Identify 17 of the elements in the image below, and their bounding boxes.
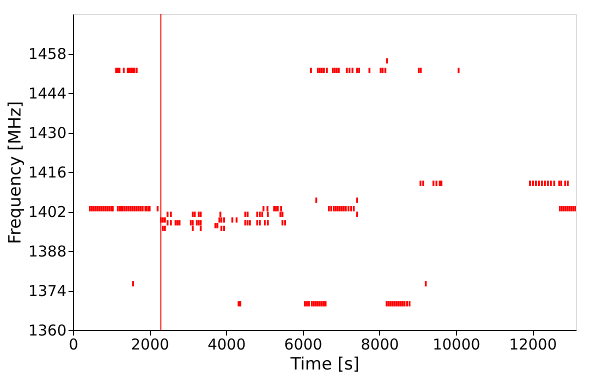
y-tick-label: 1388 bbox=[28, 242, 66, 260]
y-tick-label: 1444 bbox=[28, 84, 66, 102]
x-tick-label: 8000 bbox=[360, 336, 399, 354]
x-tick-label: 10000 bbox=[432, 336, 480, 354]
x-tick-label: 4000 bbox=[208, 336, 246, 354]
y-tick-label: 1430 bbox=[28, 124, 66, 142]
x-tick-label: 2000 bbox=[130, 336, 170, 354]
y-tick-label: 1416 bbox=[28, 164, 66, 182]
y-tick-label: 1374 bbox=[28, 282, 66, 300]
x-tick-label: 12000 bbox=[509, 336, 557, 354]
x-tick-label: 6000 bbox=[284, 336, 322, 354]
y-tick-label: 1458 bbox=[28, 45, 66, 63]
x-tick-label: 0 bbox=[68, 336, 78, 354]
y-tick-label: 1360 bbox=[28, 322, 66, 340]
y-axis-title: Frequency [MHz] bbox=[5, 101, 26, 244]
y-tick-label: 1402 bbox=[28, 203, 66, 221]
x-axis-title: Time [s] bbox=[289, 354, 360, 374]
